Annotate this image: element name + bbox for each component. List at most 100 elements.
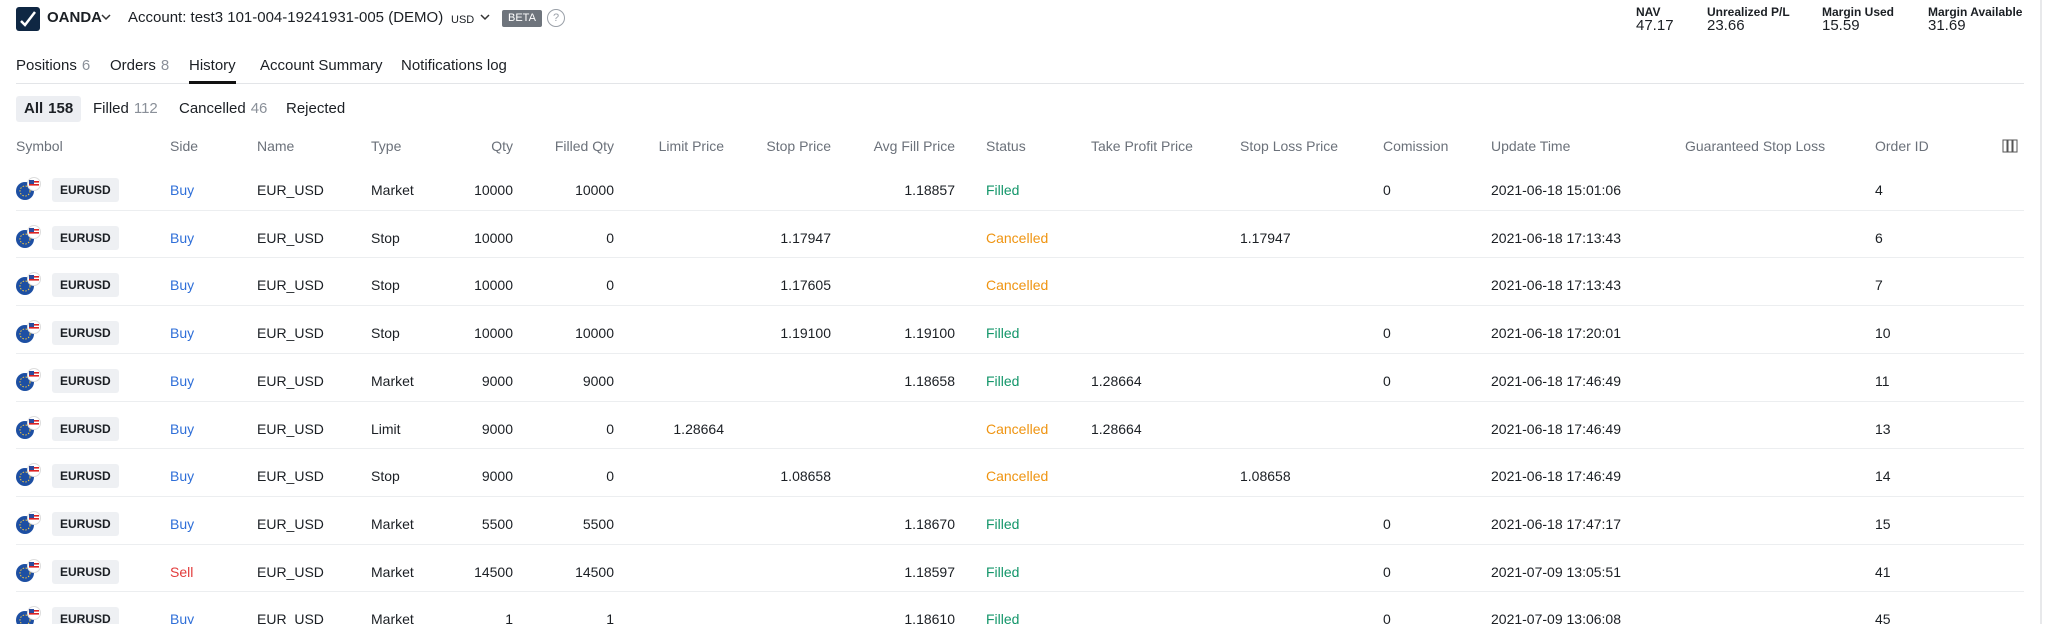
cell: 7 [1875, 277, 1883, 294]
tab[interactable]: Orders 8 [110, 56, 169, 76]
cell: 0 [1383, 182, 1391, 198]
cell: 10 [1875, 325, 1891, 342]
cell: Stop [371, 468, 400, 485]
filter-label: Rejected [286, 100, 346, 117]
cell: 2021-06-18 17:20:01 [1491, 325, 1621, 342]
filter-label: Filled [93, 100, 129, 117]
cell: EUR_USD [257, 515, 324, 532]
cell: 1.08658 [1240, 468, 1291, 485]
help-icon[interactable]: ? [547, 9, 565, 27]
cell: Filled [986, 372, 1020, 389]
column-header: Comission [1383, 138, 1449, 154]
column-header: Qty [491, 138, 513, 154]
cell: EUR_USD [257, 325, 324, 342]
symbol-badge: EURUSD [52, 225, 119, 250]
symbol-icon [16, 177, 41, 200]
cell: 2021-07-09 13:06:08 [1491, 611, 1621, 624]
cell: Buy [170, 468, 195, 485]
cell: 6 [1875, 229, 1883, 246]
symbol-badge: EURUSD [52, 368, 119, 393]
symbol-icon [16, 272, 41, 296]
tab-label: Orders [110, 57, 156, 74]
column-settings[interactable] [2002, 139, 2018, 153]
cell: 2021-07-09 13:05:51 [1491, 563, 1621, 580]
cell: 10000 [474, 325, 513, 342]
symbol-icon [16, 558, 41, 582]
summary-label: Margin Available [1928, 5, 2023, 19]
cell: 1 [505, 611, 513, 624]
cell: Buy [170, 611, 195, 624]
tab[interactable]: History [189, 56, 236, 76]
cell: Market [371, 611, 414, 624]
cell: 9000 [481, 468, 513, 485]
cell: Market [371, 372, 414, 389]
tab-count: 6 [81, 57, 91, 74]
cell: 2021-06-18 17:46:49 [1491, 468, 1621, 485]
symbol-icon [16, 224, 41, 248]
column-header: Status [986, 138, 1026, 154]
cell: Cancelled [986, 277, 1049, 294]
row-divider [16, 400, 2024, 402]
cell: Buy [170, 515, 195, 532]
cell: 2021-06-18 17:46:49 [1491, 420, 1621, 437]
cell: EUR_USD [257, 229, 324, 246]
tab[interactable]: Account Summary [260, 56, 383, 76]
filter-count: 46 [250, 100, 268, 117]
cell: Cancelled [986, 229, 1049, 246]
cell: Market [371, 515, 414, 532]
filter[interactable]: All 158 [16, 96, 82, 122]
account[interactable]: Account: test3 101-004-19241931-005 (DEM… [128, 9, 444, 26]
cell: 4 [1875, 182, 1883, 198]
symbol-icon [16, 415, 41, 439]
cell: Stop [371, 229, 400, 246]
summary-label: Unrealized P/L [1707, 5, 1790, 19]
cell: 14500 [474, 563, 513, 580]
symbol-badge: EURUSD [52, 321, 119, 346]
tab[interactable]: Positions 6 [16, 56, 90, 76]
summary-value: 47.17 [1636, 17, 1674, 34]
cell: 45 [1875, 611, 1891, 624]
cell: 1 [606, 611, 614, 624]
tab-label: Notifications log [401, 57, 507, 74]
column-header: Take Profit Price [1091, 138, 1193, 154]
cell: Stop [371, 277, 400, 294]
cell: 1.28664 [1091, 372, 1142, 389]
symbol-badge: EURUSD [52, 178, 119, 202]
chevron [480, 14, 490, 21]
cell: 1.28664 [1091, 420, 1142, 437]
filter-count: 112 [133, 100, 158, 117]
summary-label: Margin Used [1822, 5, 1895, 19]
cell: 1.17947 [780, 229, 831, 246]
tab-label: Account Summary [260, 57, 383, 74]
scrollbar [2040, 0, 2042, 624]
cell: Buy [170, 182, 195, 198]
cell: EUR_USD [257, 611, 324, 624]
filter[interactable]: Filled 112 [93, 96, 158, 122]
cell: EUR_USD [257, 563, 324, 580]
row-divider [16, 543, 2024, 545]
cell: 0 [1383, 325, 1391, 342]
cell: Cancelled [986, 420, 1049, 437]
cell: EUR_USD [257, 277, 324, 294]
cell: 2021-06-18 17:47:17 [1491, 515, 1621, 532]
currency: USD [451, 14, 475, 26]
beta-badge: BETA [502, 10, 542, 27]
cell: Limit [371, 420, 401, 437]
cell: 1.17605 [780, 277, 831, 294]
cell: 1.19100 [904, 325, 955, 342]
tab[interactable]: Notifications log [401, 56, 507, 76]
cell: 1.18597 [904, 563, 955, 580]
cell: Stop [371, 325, 400, 342]
cell: 2021-06-18 17:13:43 [1491, 229, 1621, 246]
filter[interactable]: Cancelled 46 [179, 96, 267, 122]
column-header: Update Time [1491, 138, 1571, 154]
cell: 13 [1875, 420, 1891, 437]
cell: 1.19100 [780, 325, 831, 342]
cell: 1.08658 [780, 468, 831, 485]
filter-label: Cancelled [179, 100, 246, 117]
cell: EUR_USD [257, 420, 324, 437]
filter[interactable]: Rejected [286, 96, 345, 122]
filter-label: All [24, 100, 44, 117]
brand[interactable]: OANDA [47, 9, 102, 26]
row-divider [16, 209, 2024, 211]
